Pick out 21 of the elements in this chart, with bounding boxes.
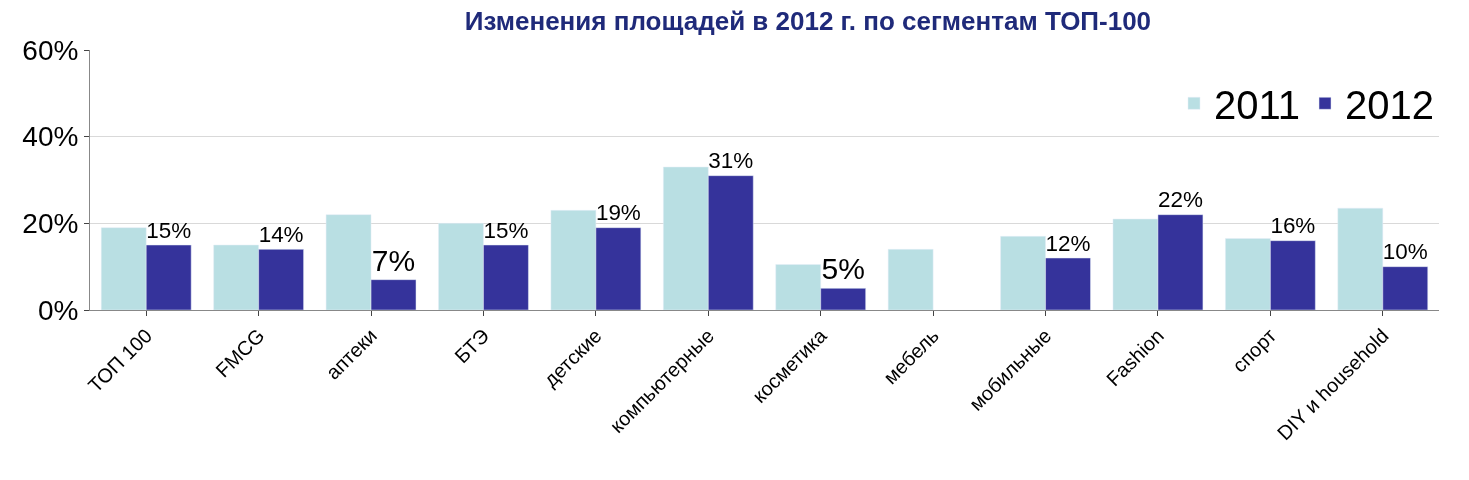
y-tick-label: 0% (37, 294, 79, 326)
legend-label: 2012 (1345, 82, 1434, 127)
data-label: 15% (483, 217, 529, 243)
x-tick-label: ТОП 100 (83, 324, 157, 397)
chart-title: Изменения площадей в 2012 г. по сегментам ТОП-100 (464, 6, 1152, 37)
data-label: 5% (821, 252, 865, 286)
data-label: 7% (371, 243, 416, 277)
data-label: 31% (708, 148, 754, 174)
bar (887, 249, 934, 310)
data-label: 10% (1382, 239, 1428, 265)
data-label: 12% (1045, 230, 1091, 256)
data-label: 22% (1157, 187, 1203, 213)
y-tick-label: 20% (22, 208, 79, 240)
data-label: 15% (146, 217, 192, 243)
data-label: 19% (595, 200, 641, 226)
x-tick-label: БТЭ (450, 324, 494, 368)
y-tick-label: 60% (22, 34, 79, 66)
data-label: 16% (1270, 213, 1316, 239)
y-tick-label: 40% (22, 121, 79, 153)
legend-label: 2011 (1214, 82, 1301, 127)
data-label: 14% (258, 221, 304, 247)
